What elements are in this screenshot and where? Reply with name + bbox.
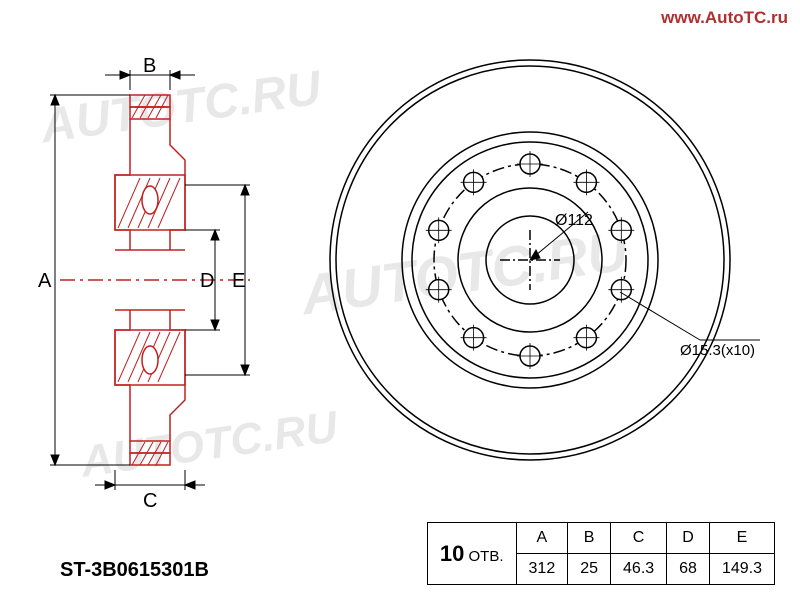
- holes-cell: 10 ОТВ.: [427, 523, 516, 585]
- dim-label-b: B: [143, 55, 156, 78]
- table-header: A: [516, 523, 568, 554]
- pcd-label: Ø112: [555, 212, 593, 229]
- bolt-dia-label: Ø15.3(x10): [680, 342, 755, 359]
- table-value: 46.3: [611, 554, 667, 585]
- table-value: 68: [667, 554, 710, 585]
- table-header: D: [667, 523, 710, 554]
- dim-label-a: A: [38, 270, 51, 293]
- dim-label-e: E: [232, 270, 245, 293]
- dimension-table: 10 ОТВ. A B C D E 312 25 46.3 68 149.3: [427, 522, 775, 585]
- table-value: 25: [568, 554, 611, 585]
- holes-text: ОТВ.: [469, 548, 504, 565]
- table-header: B: [568, 523, 611, 554]
- holes-count: 10: [440, 541, 464, 566]
- dim-label-d: D: [200, 270, 214, 293]
- technical-drawing: Ø112 Ø15.3(x10): [0, 0, 800, 600]
- url-label: www.AutoTC.ru: [661, 8, 788, 28]
- table-header: E: [709, 523, 774, 554]
- table-value: 149.3: [709, 554, 774, 585]
- dim-label-c: C: [143, 490, 157, 513]
- table-value: 312: [516, 554, 568, 585]
- part-number: ST-3B0615301B: [60, 559, 209, 582]
- table-header: C: [611, 523, 667, 554]
